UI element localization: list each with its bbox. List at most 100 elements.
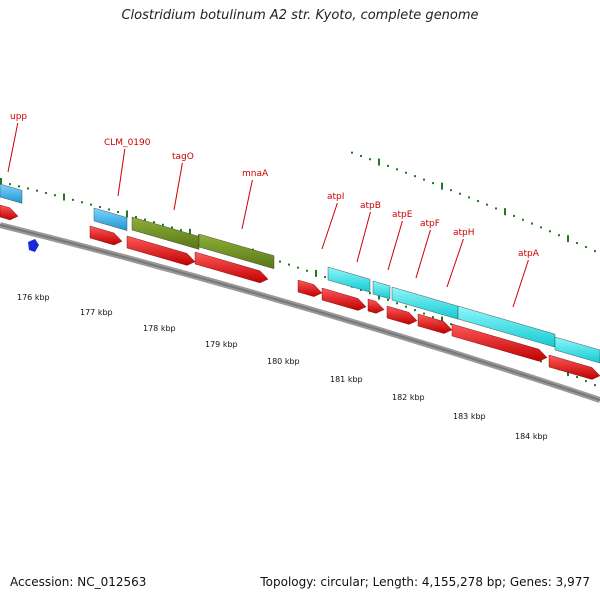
label-leader-line <box>173 162 183 211</box>
dot-mark <box>405 171 407 174</box>
dot-mark <box>288 263 290 266</box>
gene-feature-upp <box>0 183 23 204</box>
dot-mark <box>450 323 452 326</box>
dot-mark <box>387 164 389 167</box>
cds-arrow <box>451 323 548 362</box>
gene-label: atpA <box>518 249 540 259</box>
gene-label: atpE <box>392 210 413 220</box>
dot-mark <box>549 230 551 233</box>
dot-mark <box>126 210 128 218</box>
kbp-tick-label: 176 kbp <box>17 293 50 302</box>
dot-mark <box>90 203 92 206</box>
dot-mark <box>144 218 146 221</box>
gene-feature-atpa <box>554 336 600 364</box>
dot-mark <box>27 187 29 190</box>
dot-mark <box>387 298 389 301</box>
cds-arrow <box>321 287 367 311</box>
dot-mark <box>117 210 119 213</box>
dot-mark <box>540 360 542 363</box>
gene-label: tagO <box>172 152 194 162</box>
dot-mark <box>432 182 434 185</box>
dot-mark <box>279 260 281 263</box>
dot-mark <box>414 309 416 312</box>
map-title: Clostridium botulinum A2 str. Kyoto, com… <box>121 8 479 23</box>
kbp-tick-label: 184 kbp <box>515 432 548 441</box>
dot-mark <box>567 235 569 243</box>
dot-mark <box>396 168 398 171</box>
dot-mark <box>504 208 506 216</box>
dot-mark <box>423 312 425 315</box>
dot-mark <box>459 192 461 195</box>
dot-mark <box>351 151 353 154</box>
dot-mark <box>324 276 326 279</box>
cds-arrow <box>367 298 385 314</box>
label-leader-line <box>387 220 403 271</box>
gene-feature-mnaa <box>198 233 275 270</box>
label-leader-line <box>7 122 19 173</box>
dot-mark <box>297 266 299 269</box>
kbp-tick-label: 180 kbp <box>267 357 300 366</box>
kbp-tick-label: 181 kbp <box>330 375 363 384</box>
dot-mark <box>171 226 173 229</box>
label-leaders <box>7 122 529 308</box>
dot-mark <box>378 292 380 300</box>
dot-mark <box>495 207 497 210</box>
dot-mark <box>423 178 425 181</box>
dot-mark <box>369 292 371 295</box>
dot-mark <box>63 193 65 201</box>
dot-mark <box>450 189 452 192</box>
dot-mark <box>585 246 587 249</box>
gene-label: atpH <box>453 228 475 238</box>
dot-mark <box>594 384 596 387</box>
dot-mark <box>315 269 317 277</box>
dot-mark <box>378 158 380 166</box>
cds-arrow <box>0 204 19 221</box>
dot-mark <box>513 214 515 217</box>
label-leader-line <box>117 148 126 197</box>
kbp-tick-label: 178 kbp <box>143 324 176 333</box>
label-layer: upp CLM_0190 tagO mnaA atpI atpB atpE atpF atpH a… <box>10 112 548 441</box>
dot-mark <box>558 234 560 237</box>
label-leader-line <box>321 202 338 250</box>
dot-mark <box>369 158 371 161</box>
genome-summary-text: Topology: circular; Length: 4,155,278 bp… <box>260 575 590 589</box>
dot-mark <box>162 223 164 226</box>
dot-mark <box>81 201 83 204</box>
kbp-tick-label: 177 kbp <box>80 308 113 317</box>
dot-mark <box>180 229 182 232</box>
backbone-core <box>0 224 600 401</box>
dot-mark <box>441 316 443 324</box>
label-leader-line <box>356 211 371 263</box>
dot-mark <box>18 185 20 188</box>
dot-mark <box>360 288 362 291</box>
dot-mark <box>360 154 362 157</box>
gene-label: CLM_0190 <box>104 138 151 148</box>
feature-marker <box>28 239 39 252</box>
label-leader-line <box>512 259 529 308</box>
dot-mark <box>432 316 434 319</box>
cds-arrow <box>386 305 418 325</box>
kbp-tick-label: 183 kbp <box>453 412 486 421</box>
dot-mark <box>531 222 533 225</box>
dot-mark <box>414 175 416 178</box>
dot-mark <box>576 376 578 379</box>
cds-arrow <box>194 251 269 284</box>
dot-mark <box>0 178 2 185</box>
dot-mark <box>585 380 587 383</box>
gene-label: mnaA <box>242 169 269 179</box>
cds-arrow <box>126 235 196 266</box>
dot-mark <box>396 302 398 305</box>
dot-mark <box>135 216 137 219</box>
dot-mark <box>486 203 488 206</box>
cds-arrow <box>297 279 323 297</box>
dot-mark <box>99 206 101 209</box>
gene-label: atpI <box>327 192 344 202</box>
dot-mark <box>522 218 524 221</box>
backbone-track <box>0 222 600 403</box>
dot-mark <box>594 250 596 253</box>
kbp-tick-label: 179 kbp <box>205 340 238 349</box>
gene-label: atpB <box>360 201 381 211</box>
dot-mark <box>405 305 407 308</box>
label-leader-line <box>415 229 431 279</box>
dot-mark <box>108 208 110 211</box>
